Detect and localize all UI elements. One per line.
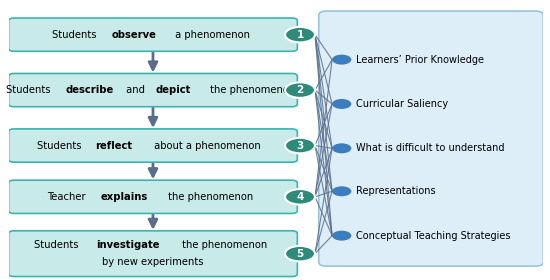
Circle shape — [285, 189, 315, 205]
Text: 3: 3 — [296, 141, 304, 151]
Text: 5: 5 — [296, 249, 304, 259]
FancyBboxPatch shape — [9, 180, 298, 213]
Text: Students: Students — [52, 30, 100, 40]
Text: Learners’ Prior Knowledge: Learners’ Prior Knowledge — [356, 55, 484, 65]
Circle shape — [285, 138, 315, 153]
Circle shape — [285, 82, 315, 98]
FancyBboxPatch shape — [9, 18, 298, 51]
Circle shape — [332, 99, 351, 109]
Text: describe: describe — [65, 85, 114, 95]
Text: observe: observe — [112, 30, 156, 40]
Circle shape — [332, 55, 351, 65]
Text: about a phenomenon: about a phenomenon — [151, 141, 261, 151]
Text: the phenomenon: the phenomenon — [207, 85, 295, 95]
Text: and: and — [123, 85, 148, 95]
Text: reflect: reflect — [96, 141, 133, 151]
Text: Representations: Representations — [356, 186, 436, 196]
Circle shape — [332, 231, 351, 241]
Text: What is difficult to understand: What is difficult to understand — [356, 143, 505, 153]
Circle shape — [285, 246, 315, 262]
Text: the phenomenon: the phenomenon — [164, 192, 253, 202]
FancyBboxPatch shape — [319, 11, 543, 266]
Text: 2: 2 — [296, 85, 304, 95]
Text: by new experiments: by new experiments — [102, 257, 204, 267]
Text: Students: Students — [6, 85, 53, 95]
Text: 4: 4 — [296, 192, 304, 202]
Text: Conceptual Teaching Strategies: Conceptual Teaching Strategies — [356, 231, 510, 241]
Text: Students: Students — [37, 141, 85, 151]
Text: Students: Students — [34, 240, 81, 250]
FancyBboxPatch shape — [9, 231, 298, 277]
Text: 1: 1 — [296, 30, 304, 40]
Text: investigate: investigate — [96, 240, 160, 250]
Text: a phenomenon: a phenomenon — [172, 30, 250, 40]
Text: Teacher: Teacher — [47, 192, 89, 202]
Text: depict: depict — [156, 85, 191, 95]
Circle shape — [332, 143, 351, 153]
Text: the phenomenon: the phenomenon — [179, 240, 267, 250]
FancyBboxPatch shape — [9, 129, 298, 162]
Text: explains: explains — [100, 192, 147, 202]
FancyBboxPatch shape — [9, 73, 298, 107]
Text: Curricular Saliency: Curricular Saliency — [356, 99, 448, 109]
Circle shape — [285, 27, 315, 42]
Circle shape — [332, 186, 351, 196]
